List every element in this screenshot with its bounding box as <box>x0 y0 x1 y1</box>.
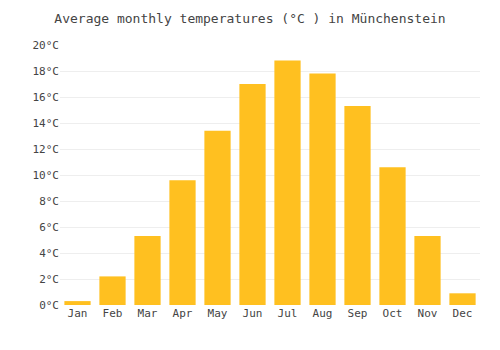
svg-text:Jul: Jul <box>278 307 298 320</box>
svg-text:4°C: 4°C <box>39 247 59 260</box>
svg-text:10°C: 10°C <box>33 169 60 182</box>
svg-text:Average monthly temperatures (: Average monthly temperatures (°C ) in Mü… <box>54 11 445 26</box>
svg-text:Dec: Dec <box>453 307 473 320</box>
svg-text:Aug: Aug <box>313 307 333 320</box>
svg-text:12°C: 12°C <box>33 143 60 156</box>
svg-text:Jan: Jan <box>68 307 88 320</box>
svg-text:8°C: 8°C <box>39 195 59 208</box>
svg-text:18°C: 18°C <box>33 65 60 78</box>
svg-text:Apr: Apr <box>173 307 193 320</box>
svg-text:Mar: Mar <box>138 307 158 320</box>
svg-text:14°C: 14°C <box>33 117 60 130</box>
svg-text:Sep: Sep <box>348 307 368 320</box>
svg-text:20°C: 20°C <box>33 39 60 52</box>
svg-text:6°C: 6°C <box>39 221 59 234</box>
svg-text:0°C: 0°C <box>39 299 59 312</box>
svg-text:16°C: 16°C <box>33 91 60 104</box>
svg-text:Jun: Jun <box>243 307 263 320</box>
svg-text:Feb: Feb <box>103 307 123 320</box>
svg-text:Nov: Nov <box>418 307 438 320</box>
svg-text:May: May <box>208 307 228 320</box>
svg-text:Oct: Oct <box>383 307 403 320</box>
svg-text:2°C: 2°C <box>39 273 59 286</box>
